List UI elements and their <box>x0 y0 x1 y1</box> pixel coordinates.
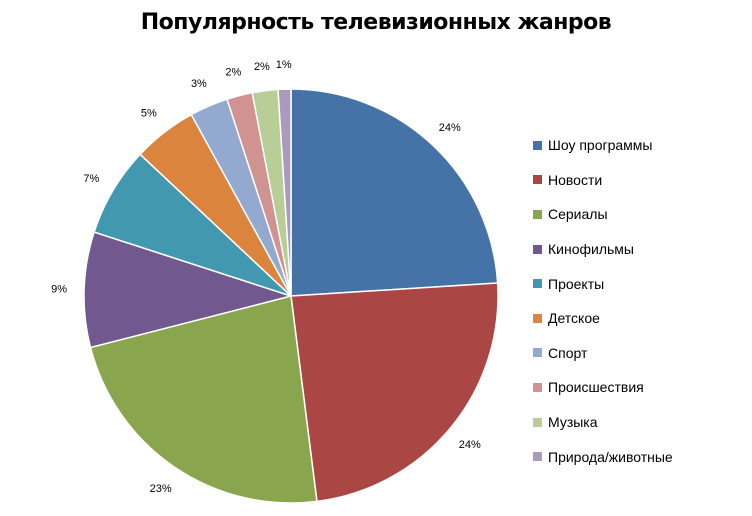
data-label-1: 24% <box>439 122 461 134</box>
legend-label-2: Новости <box>548 171 603 188</box>
pie-slice-1 <box>290 88 499 297</box>
legend-entry-5: Проекты <box>533 266 673 301</box>
legend-entry-4: Кинофильмы <box>533 232 673 267</box>
legend-swatch-9 <box>533 417 542 427</box>
chart-title: Популярность телевизионных жанров <box>140 10 612 35</box>
legend-entry-7: Спорт <box>533 336 673 371</box>
legend-swatch-2 <box>533 175 542 185</box>
legend-swatch-6 <box>533 313 542 323</box>
legend: Шоу программы Новости Сериалы Кинофильмы Про… <box>533 128 673 474</box>
data-label-8: 2% <box>225 66 241 78</box>
pie-slice-10 <box>277 88 292 297</box>
legend-entry-8: Происшествия <box>533 370 673 405</box>
legend-label-5: Проекты <box>548 275 605 292</box>
data-label-4: 9% <box>51 284 67 296</box>
legend-label-8: Происшествия <box>548 379 644 396</box>
legend-entry-10: Природа/животные <box>533 439 673 474</box>
legend-label-6: Детское <box>548 310 600 327</box>
data-label-9: 2% <box>254 61 270 73</box>
data-label-6: 5% <box>141 108 157 120</box>
legend-entry-1: Шоу программы <box>533 128 673 163</box>
pie-slice-3 <box>89 295 318 504</box>
legend-entry-2: Новости <box>533 163 673 198</box>
data-label-5: 7% <box>83 173 99 185</box>
data-label-2: 24% <box>459 439 481 451</box>
legend-entry-9: Музыка <box>533 405 673 440</box>
legend-label-4: Кинофильмы <box>548 241 634 258</box>
legend-label-9: Музыка <box>548 414 598 431</box>
legend-swatch-10 <box>533 452 542 462</box>
legend-label-1: Шоу программы <box>548 137 653 154</box>
legend-swatch-3 <box>533 209 542 219</box>
legend-label-7: Спорт <box>548 344 588 361</box>
data-label-7: 3% <box>191 78 207 90</box>
pie-slice-4 <box>83 231 294 349</box>
legend-swatch-1 <box>533 140 542 150</box>
legend-swatch-5 <box>533 279 542 289</box>
legend-label-10: Природа/животные <box>548 448 673 465</box>
legend-swatch-8 <box>533 382 542 392</box>
data-label-3: 23% <box>150 483 172 495</box>
pie-slice-2 <box>290 282 499 503</box>
legend-label-3: Сериалы <box>548 206 608 223</box>
data-label-10: 1% <box>276 59 292 71</box>
legend-entry-6: Детское <box>533 301 673 336</box>
legend-entry-3: Сериалы <box>533 197 673 232</box>
legend-swatch-7 <box>533 348 542 358</box>
legend-swatch-4 <box>533 244 542 254</box>
